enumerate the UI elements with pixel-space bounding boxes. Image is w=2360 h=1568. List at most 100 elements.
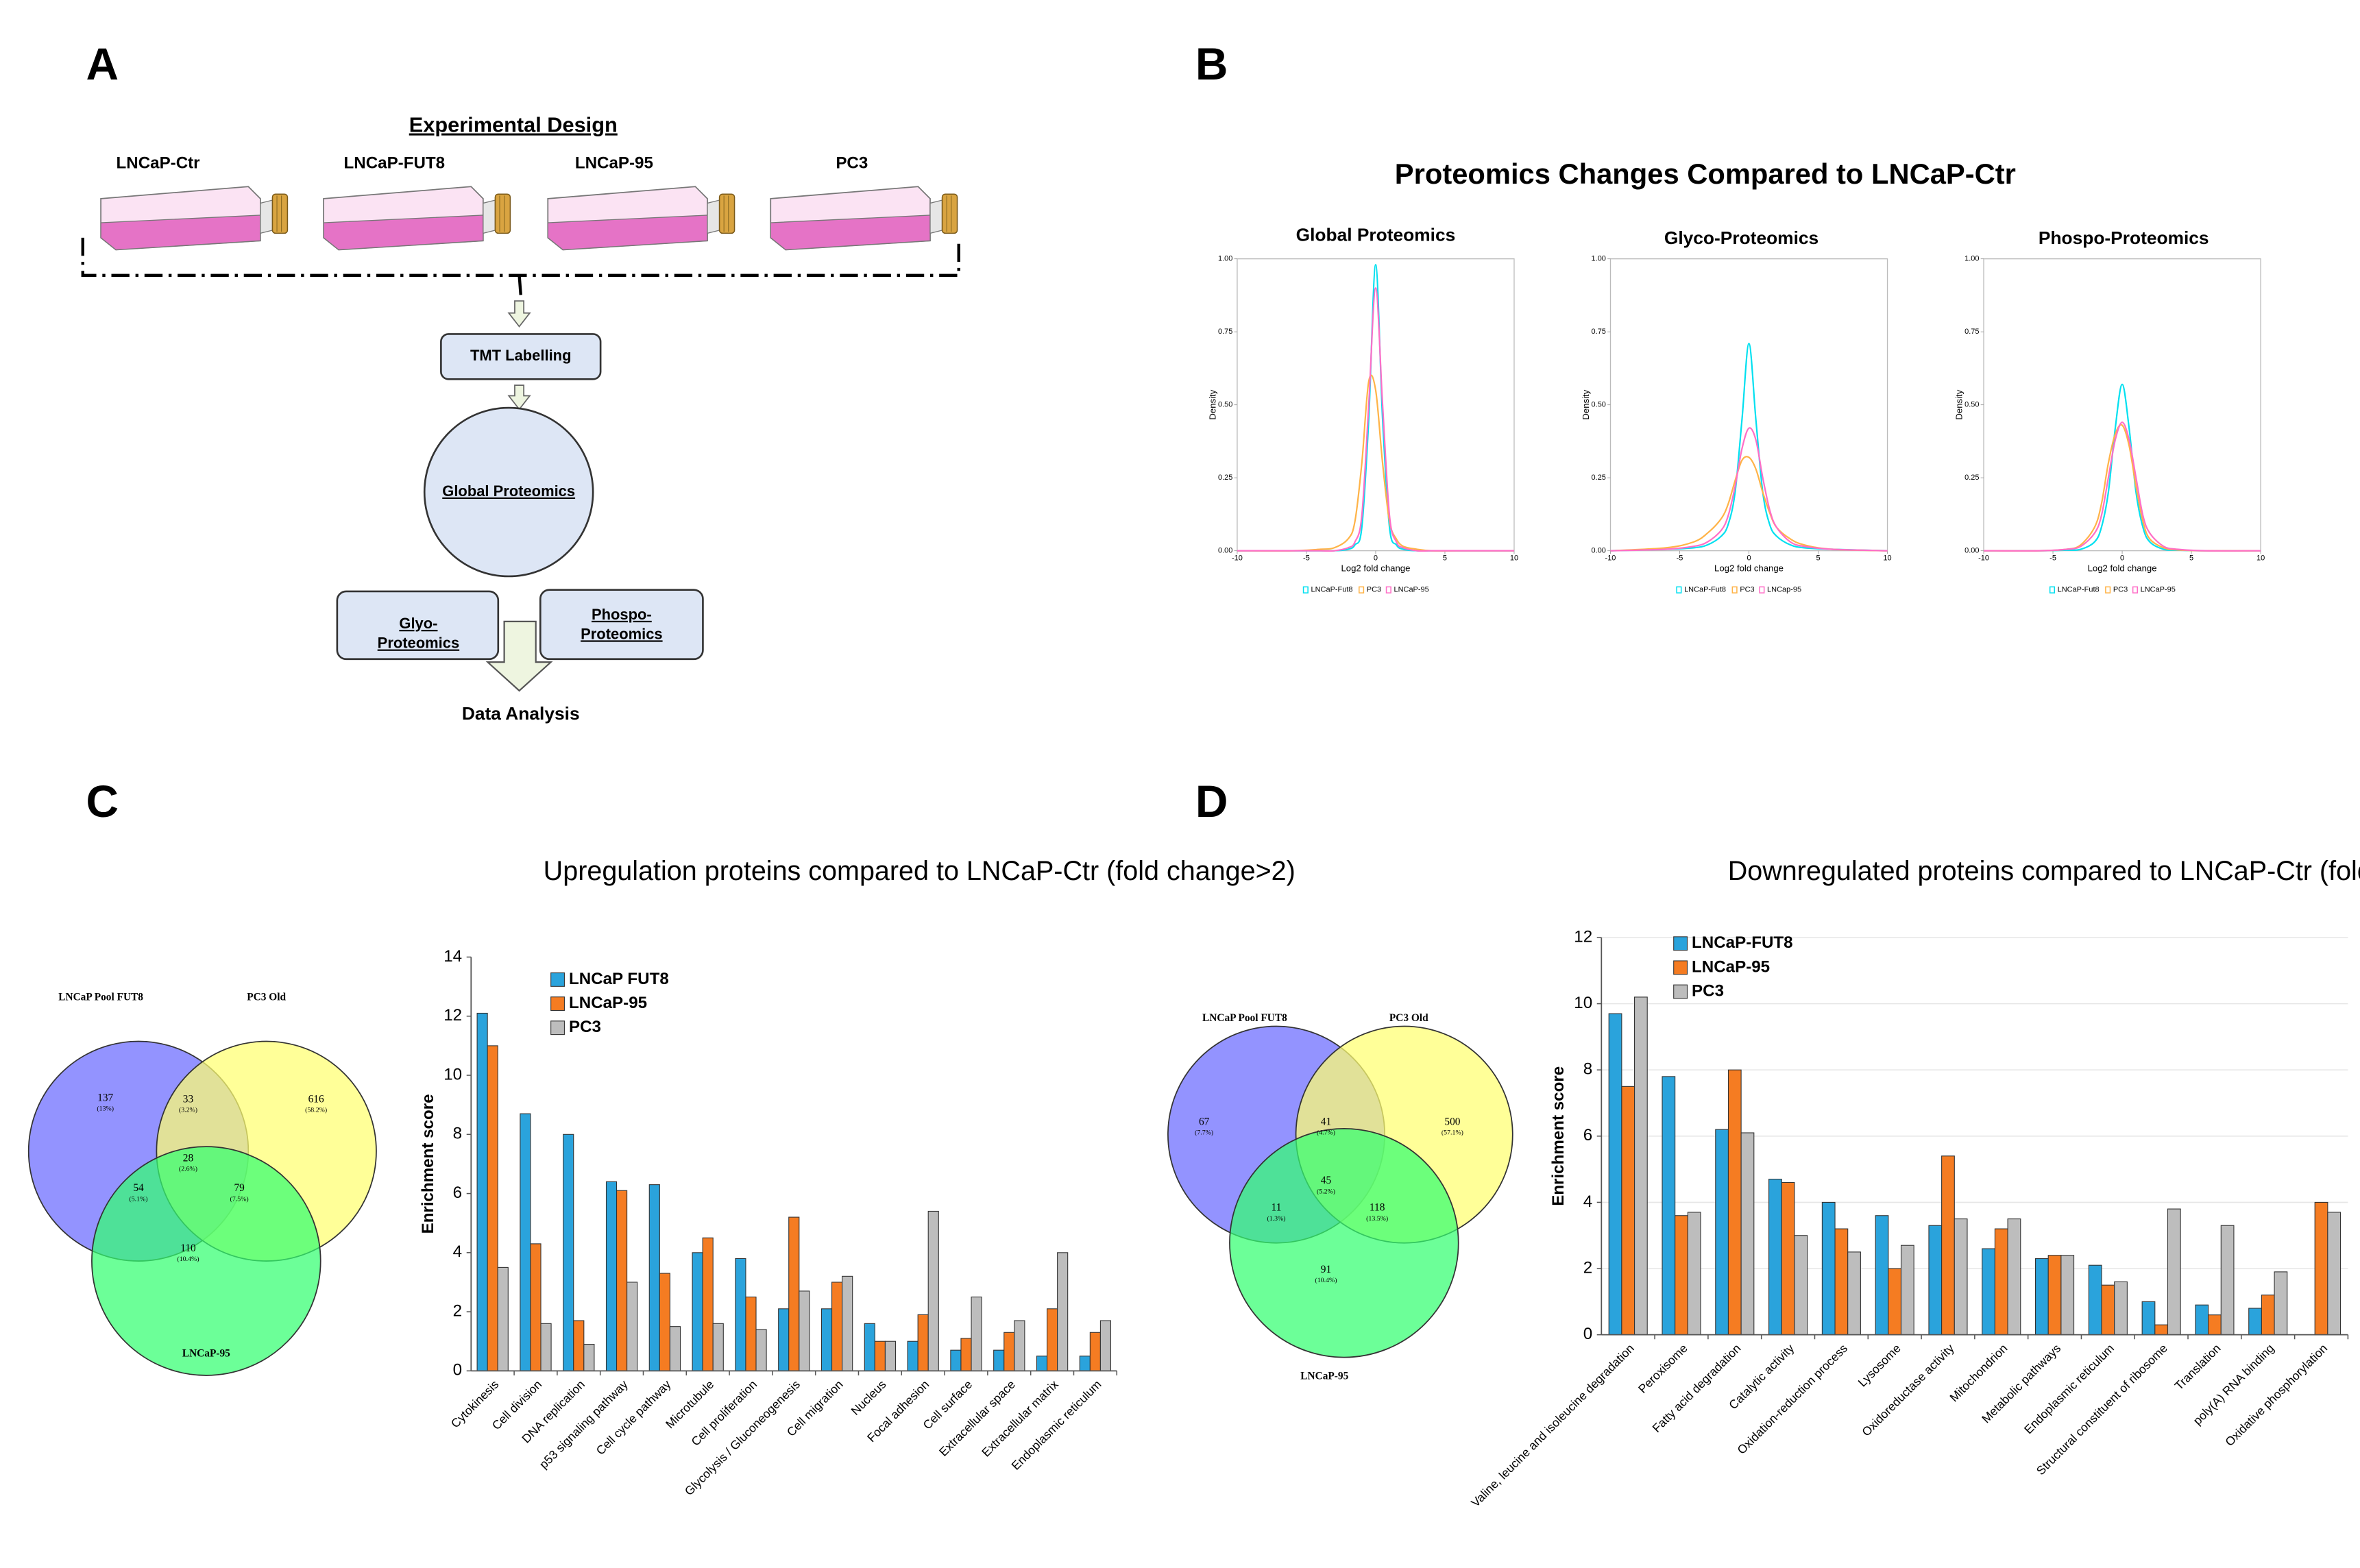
y-tick-label: 1.00 xyxy=(1964,255,1979,263)
x-tick-label: -10 xyxy=(1605,554,1616,563)
bar xyxy=(2035,1258,2049,1336)
bar xyxy=(616,1190,628,1371)
bar xyxy=(2154,1324,2169,1336)
legend-label: LNCaP-95 xyxy=(2141,586,2176,594)
y-tick-label: 0.00 xyxy=(1964,547,1979,555)
bar xyxy=(1046,1308,1058,1371)
legend-swatch xyxy=(550,996,565,1012)
panel-label: B xyxy=(1195,38,1228,89)
legend-swatch xyxy=(1759,586,1765,593)
bar xyxy=(1928,1225,1943,1336)
y-tick-label: 0.00 xyxy=(1218,547,1232,555)
bar xyxy=(917,1314,929,1371)
bar xyxy=(712,1323,724,1371)
density-curve xyxy=(1610,343,1888,552)
y-tick-label: 12 xyxy=(443,1006,462,1025)
bar xyxy=(1954,1218,1968,1336)
x-tick-label: Oxidoreductase activity xyxy=(1859,1341,1957,1439)
venn-count: 91 xyxy=(1321,1264,1331,1275)
venn-percent: (5.2%) xyxy=(1317,1188,1335,1195)
density-curve xyxy=(1237,264,1514,552)
bar xyxy=(476,1012,488,1371)
legend-swatch xyxy=(550,972,565,987)
legend-swatch xyxy=(1359,586,1365,593)
bar xyxy=(831,1282,843,1371)
x-tick-label: Cell cycle pathway xyxy=(594,1377,674,1458)
y-tick-label: 4 xyxy=(1583,1192,1592,1211)
bar xyxy=(1079,1356,1091,1371)
y-tick-label: 0 xyxy=(1583,1325,1592,1343)
venn-percent: (5.1%) xyxy=(129,1195,147,1203)
bar xyxy=(2314,1201,2328,1336)
bar xyxy=(1768,1179,1782,1336)
bar xyxy=(1875,1215,1889,1336)
x-tick-label: Oxidation-reduction process xyxy=(1734,1341,1850,1457)
legend-label: PC3 xyxy=(1740,586,1754,594)
y-tick-label: 10 xyxy=(1574,994,1592,1012)
bar xyxy=(1675,1215,1688,1336)
x-tick-label: 0 xyxy=(1747,554,1751,563)
panel-label: D xyxy=(1195,776,1228,826)
arrow xyxy=(485,620,553,692)
bar xyxy=(874,1340,886,1371)
x-tick-label: Endoplasmic reticulum xyxy=(2021,1341,2117,1436)
legend-label: LNCaP-Fut8 xyxy=(2058,586,2100,594)
step-label: Global Proteomics xyxy=(442,482,575,500)
bar xyxy=(2047,1255,2062,1336)
venn-percent: (1.3%) xyxy=(1267,1215,1285,1223)
bar xyxy=(2327,1212,2341,1336)
chart-title: Glyco-Proteomics xyxy=(1664,228,1818,248)
y-tick-label: 10 xyxy=(443,1065,462,1083)
legend-swatch xyxy=(1673,936,1688,951)
bar xyxy=(820,1308,833,1371)
step-box xyxy=(336,590,500,661)
y-tick-label: 8 xyxy=(1583,1060,1592,1079)
density-curve xyxy=(1984,424,2261,552)
bar xyxy=(2141,1301,2156,1336)
density-curve xyxy=(1237,374,1514,552)
bar xyxy=(1662,1076,1676,1336)
bar xyxy=(971,1296,982,1371)
venn-count: 500 xyxy=(1444,1116,1460,1128)
venn-percent: (58.2%) xyxy=(305,1107,327,1114)
plot-frame xyxy=(1983,258,2261,552)
venn-percent: (7.5%) xyxy=(230,1195,249,1203)
legend-label: PC3 xyxy=(1367,586,1381,594)
cell-line: LNCaP-95 xyxy=(575,154,653,173)
y-tick-label: 0 xyxy=(453,1361,462,1380)
bar xyxy=(702,1237,714,1371)
connector xyxy=(518,275,522,295)
bar xyxy=(487,1045,498,1371)
legend-swatch xyxy=(1731,586,1738,593)
legend-label: LNCaP FUT8 xyxy=(569,970,669,988)
bar xyxy=(1014,1320,1025,1371)
venn-percent: (10.4%) xyxy=(1315,1277,1337,1284)
legend-swatch xyxy=(2105,586,2111,593)
bar xyxy=(1621,1086,1635,1336)
x-tick-label: Valine, leucine and isoleucine degradati… xyxy=(1468,1341,1637,1510)
legend-label: LNCap-95 xyxy=(1767,586,1801,594)
bar xyxy=(1036,1356,1048,1371)
x-axis-label: Log2 fold change xyxy=(1341,563,1410,573)
y-tick-label: 4 xyxy=(453,1242,462,1261)
cell-line: LNCaP-Ctr xyxy=(117,154,201,173)
bar xyxy=(2248,1308,2262,1336)
step-label: Glyo- xyxy=(399,615,437,632)
venn-circle xyxy=(1229,1127,1459,1358)
bar xyxy=(540,1323,552,1371)
density-curve xyxy=(1984,383,2261,552)
bar xyxy=(778,1308,790,1371)
x-tick-label: -5 xyxy=(1303,554,1310,563)
y-tick-label: 0.50 xyxy=(1592,401,1606,409)
y-tick-label: 8 xyxy=(453,1125,462,1143)
density-curve xyxy=(1610,456,1888,552)
venn-set-label: PC3 Old xyxy=(247,991,286,1003)
bar xyxy=(669,1326,681,1371)
venn-set-label: LNCaP-95 xyxy=(182,1348,230,1360)
x-tick-label: 10 xyxy=(2256,554,2265,563)
y-tick-label: 0.25 xyxy=(1964,474,1979,482)
venn-percent: (7.7%) xyxy=(1195,1129,1213,1137)
panel-title: Proteomics Changes Compared to LNCaP-Ctr xyxy=(1395,158,2016,190)
bar xyxy=(745,1296,757,1371)
venn-count: 79 xyxy=(234,1182,245,1194)
